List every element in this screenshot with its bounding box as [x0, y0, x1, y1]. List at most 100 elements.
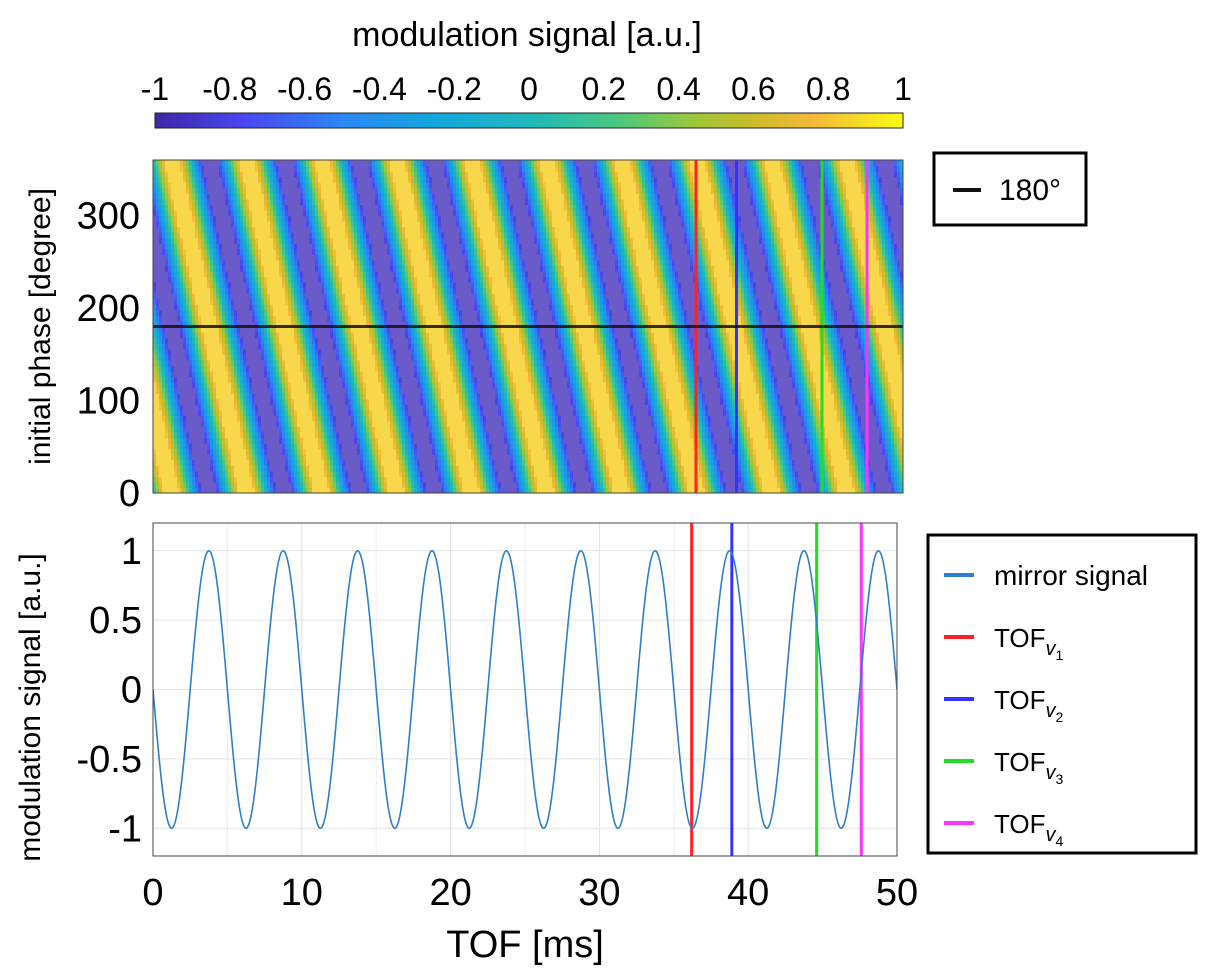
- heatmap-cell: [429, 481, 433, 489]
- heatmap-cell: [681, 476, 685, 483]
- heatmap-cell: [321, 487, 325, 493]
- heatmap-cell: [597, 476, 601, 483]
- heatmap-cell: [666, 487, 670, 493]
- heatmap-cell: [702, 481, 706, 489]
- heatmap-cell: [459, 465, 463, 472]
- heatmap-cell: [393, 470, 397, 477]
- heatmap-cell: [363, 487, 367, 493]
- heatmap-cell: [396, 481, 400, 489]
- heatmap-cell: [774, 476, 778, 483]
- heatmap-cell: [423, 443, 427, 450]
- heatmap-cell: [390, 443, 394, 450]
- heatmap-cell: [528, 448, 532, 455]
- heatmap-cell: [726, 454, 730, 461]
- heatmap-cell: [639, 470, 643, 477]
- heatmap-cell: [333, 459, 337, 466]
- heatmap-cell: [465, 487, 469, 493]
- heatmap-cell: [804, 481, 808, 489]
- heatmap-cell: [420, 470, 424, 477]
- heatmap-cell: [342, 487, 346, 493]
- heatmap-cell: [327, 470, 331, 477]
- heatmap-cell: [648, 481, 652, 489]
- heatmap-cell: [300, 448, 304, 455]
- heatmap-cell: [657, 459, 661, 466]
- heatmap-cell: [255, 454, 259, 461]
- heatmap-cell: [561, 481, 565, 489]
- heatmap-cell: [162, 454, 166, 461]
- heatmap-cell: [216, 470, 220, 477]
- heatmap-cell: [294, 487, 298, 493]
- heatmap-cell: [309, 476, 313, 483]
- heatmap-cell: [549, 470, 553, 477]
- heatmap-cell: [768, 476, 772, 483]
- heatmap-cell: [273, 465, 277, 472]
- heatmap-cell: [378, 437, 382, 444]
- heatmap-cell: [852, 448, 856, 455]
- heatmap-cell: [450, 454, 454, 461]
- heatmap-cell: [582, 487, 586, 493]
- heatmap-cell: [765, 470, 769, 477]
- heatmap-cell: [756, 454, 760, 461]
- heatmap-cell: [765, 443, 769, 450]
- heatmap-cell: [216, 437, 220, 444]
- heatmap-cell: [372, 465, 376, 472]
- heatmap-cell: [756, 481, 760, 489]
- heatmap-cell: [822, 481, 826, 489]
- heatmap-cell: [585, 454, 589, 461]
- heatmap-cell: [717, 481, 721, 489]
- heatmap-cell: [783, 470, 787, 477]
- heatmap-cell: [750, 481, 754, 489]
- heatmap-cell: [564, 470, 568, 477]
- heatmap-cell: [801, 470, 805, 477]
- heatmap-cell: [669, 465, 673, 472]
- heatmap-cell: [270, 437, 274, 444]
- heatmap-cell: [459, 470, 463, 477]
- heatmap-cell: [741, 476, 745, 483]
- heatmap-cell: [591, 459, 595, 466]
- heatmap-cell: [285, 470, 289, 477]
- heatmap-cell: [384, 459, 388, 466]
- heatmap-cell: [258, 476, 262, 483]
- heatmap-cell: [468, 476, 472, 483]
- heatmap-cell: [654, 476, 658, 483]
- heatmap-cell: [507, 459, 511, 466]
- heatmap-cell: [795, 481, 799, 489]
- heatmap-cell: [540, 470, 544, 477]
- heatmap-cell: [579, 443, 583, 450]
- heatmap-cell: [237, 487, 241, 493]
- heatmap-cell: [750, 443, 754, 450]
- heatmap-cell: [273, 481, 277, 489]
- heatmap-cell: [489, 487, 493, 493]
- heatmap-cell: [744, 476, 748, 483]
- heatmap-cell: [498, 476, 502, 483]
- heatmap-cell: [495, 476, 499, 483]
- heatmap-cell: [165, 454, 169, 461]
- heatmap-cell: [771, 443, 775, 450]
- heatmap-cell: [288, 487, 292, 493]
- heatmap-cell: [309, 437, 313, 444]
- heatmap-cell: [309, 481, 313, 489]
- heatmap-cell: [267, 481, 271, 489]
- heatmap-cell: [351, 465, 355, 472]
- heatmap-cell: [426, 487, 430, 493]
- heatmap-cell: [849, 481, 853, 489]
- heatmap-cell: [681, 459, 685, 466]
- heatmap-cell: [369, 454, 373, 461]
- heatmap-cell: [390, 481, 394, 489]
- heatmap-cell: [267, 443, 271, 450]
- heatmap-cell: [339, 481, 343, 489]
- heatmap-cell: [675, 476, 679, 483]
- heatmap-cell: [462, 459, 466, 466]
- heatmap-cell: [780, 465, 784, 472]
- heatmap-cell: [660, 487, 664, 493]
- heatmap-cell: [495, 448, 499, 455]
- heatmap-cell: [792, 465, 796, 472]
- heatmap-cell: [372, 443, 376, 450]
- heatmap-cell: [774, 459, 778, 466]
- heatmap-cell: [828, 448, 832, 455]
- heatmap-cell: [669, 470, 673, 477]
- heatmap-cell: [741, 448, 745, 455]
- heatmap-cell: [237, 437, 241, 444]
- heatmap-cell: [876, 443, 880, 450]
- heatmap-cell: [207, 454, 211, 461]
